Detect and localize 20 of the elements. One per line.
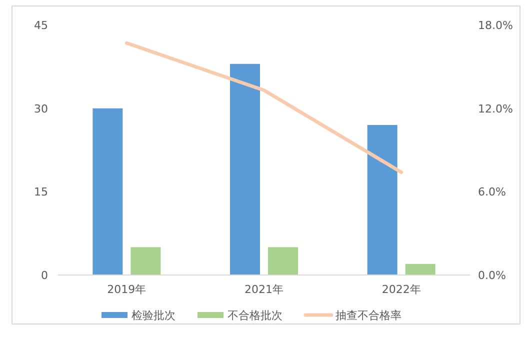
bar xyxy=(268,247,298,275)
y-tick-label: 45 xyxy=(34,19,48,32)
bar xyxy=(367,125,398,275)
bar xyxy=(92,108,123,275)
y2-tick-label: 12.0% xyxy=(478,102,513,116)
y-tick-label: 0 xyxy=(41,269,48,282)
x-tick-label: 2021年 xyxy=(244,283,284,296)
y-tick-label: 15 xyxy=(34,186,48,199)
bar xyxy=(230,64,260,275)
legend-label: 抽查不合格率 xyxy=(336,309,402,322)
y-tick-label: 30 xyxy=(34,102,48,116)
bar xyxy=(405,264,436,275)
x-tick-label: 2019年 xyxy=(107,283,146,296)
x-tick-label: 2022年 xyxy=(382,283,421,296)
legend-label: 不合格批次 xyxy=(228,309,282,322)
legend-label: 检验批次 xyxy=(132,309,176,322)
bar xyxy=(130,247,161,275)
y2-tick-label: 6.0% xyxy=(478,186,506,199)
y2-tick-label: 18.0% xyxy=(478,19,513,32)
y2-tick-label: 0.0% xyxy=(478,269,506,282)
